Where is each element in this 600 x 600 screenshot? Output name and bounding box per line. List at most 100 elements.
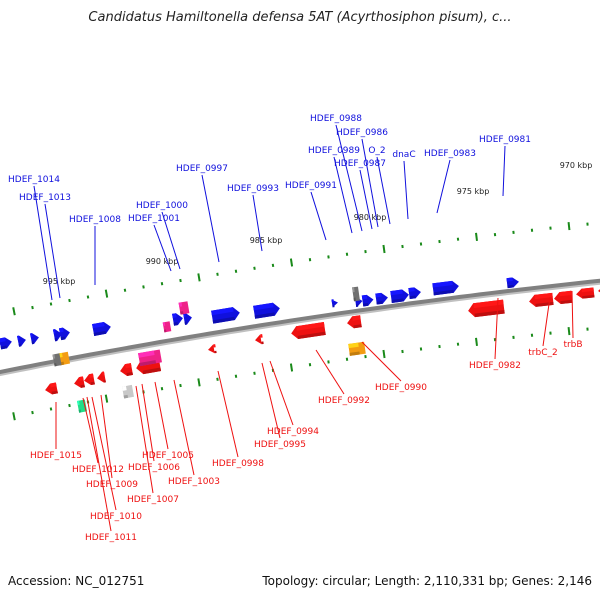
reverse-gene-glyph	[468, 299, 505, 318]
tick-mark-lower	[234, 374, 238, 378]
forward-gene-glyph	[92, 321, 111, 336]
reverse-gene-glyph	[208, 344, 217, 354]
reverse-leader-line	[86, 396, 112, 532]
forward-gene-glyph-shade	[254, 312, 275, 319]
reverse-gene-glyph	[576, 287, 595, 299]
kbp-label: 985 kbp	[250, 236, 283, 245]
feature-glyph-shade	[349, 351, 360, 356]
feature-glyph-highlight	[138, 350, 155, 358]
reverse-gene-glyph	[291, 322, 326, 340]
tick-mark-upper	[308, 258, 312, 262]
feature-glyph-shade	[123, 394, 129, 399]
tick-mark-upper	[104, 289, 109, 298]
tick-mark-upper	[68, 298, 71, 303]
tick-mark-lower	[49, 407, 53, 411]
reverse-gene-label: HDEF_1010	[90, 512, 142, 522]
feature-glyph	[352, 286, 360, 302]
reverse-leader-line	[82, 397, 99, 464]
forward-gene-glyph-shade	[184, 321, 188, 325]
forward-leader-line	[335, 124, 363, 232]
forward-gene-glyph-highlight	[432, 280, 453, 288]
tick-mark-lower	[475, 337, 478, 346]
tick-mark-upper	[123, 288, 127, 292]
forward-leader-line	[33, 185, 53, 301]
reverse-gene-label: HDEF_1005	[142, 451, 194, 461]
tick-mark-lower	[104, 394, 109, 403]
tick-mark-upper	[12, 307, 16, 316]
forward-gene-glyph-highlight	[92, 321, 105, 329]
forward-gene-glyph-highlight	[0, 337, 6, 343]
reverse-gene-glyph-highlight	[581, 287, 594, 293]
feature-glyph-shade	[163, 329, 167, 333]
forward-gene-label: HDEF_0997	[176, 164, 228, 174]
forward-leader-line	[436, 159, 451, 214]
tick-mark-lower	[12, 412, 16, 421]
tick-mark-upper	[549, 226, 552, 230]
feature-glyph	[138, 349, 162, 367]
forward-gene-glyph-shade	[0, 345, 8, 350]
feature-glyph-shade	[180, 311, 184, 315]
forward-gene-glyph-shade	[362, 303, 369, 307]
reverse-gene-glyph-highlight	[260, 334, 263, 338]
genome-title: Candidatus Hamiltonella defensa 5AT (Acy…	[88, 10, 512, 25]
forward-leader-line	[333, 156, 353, 234]
reverse-gene-glyph-body	[208, 344, 215, 354]
tick-mark-lower	[586, 327, 589, 331]
forward-gene-glyph	[17, 335, 26, 347]
forward-gene-glyph-highlight	[30, 333, 33, 338]
tick-mark-upper	[567, 222, 571, 231]
tick-mark-upper	[86, 295, 90, 299]
reverse-leader-line	[217, 370, 239, 458]
forward-leader-line	[359, 169, 373, 230]
feature-glyph-highlight	[162, 322, 166, 326]
reverse-leader-line	[173, 379, 195, 476]
reverse-leader-line	[154, 381, 169, 450]
reverse-gene-label: trbB	[563, 340, 582, 350]
reverse-gene-glyph-shade	[142, 367, 162, 375]
reverse-gene-glyph-highlight	[296, 322, 325, 331]
forward-gene-glyph-highlight	[408, 287, 415, 292]
reverse-leader-line	[100, 394, 113, 479]
reverse-gene-label: HDEF_1011	[85, 533, 137, 543]
reverse-gene-glyph	[84, 373, 95, 386]
forward-gene-glyph	[361, 294, 374, 307]
tick-mark-upper	[216, 272, 219, 276]
tick-mark-upper	[475, 232, 478, 241]
forward-gene-label: HDEF_1001	[128, 214, 180, 224]
forward-leader-line	[44, 203, 61, 299]
reverse-gene-glyph-highlight	[124, 363, 132, 369]
forward-gene-glyph	[375, 292, 388, 305]
reverse-gene-label: HDEF_1009	[86, 480, 138, 490]
backbone-line	[0, 278, 600, 375]
reverse-gene-glyph-shade	[103, 379, 106, 383]
feature-glyph	[162, 321, 172, 333]
reverse-gene-glyph	[74, 376, 85, 388]
tick-mark-upper	[586, 222, 589, 226]
reverse-leader-line	[494, 297, 499, 360]
forward-leader-line	[361, 138, 379, 228]
feature-glyph-shade	[54, 363, 57, 367]
feature-glyph-shade	[353, 297, 357, 302]
reverse-gene-glyph-shade	[297, 331, 326, 340]
reverse-gene-glyph-shade	[582, 294, 595, 299]
tick-mark-upper	[345, 252, 349, 256]
reverse-gene-label: HDEF_0995	[254, 440, 306, 450]
forward-gene-label: HDEF_0986	[336, 128, 388, 138]
reverse-gene-label: HDEF_0998	[212, 459, 264, 469]
forward-gene-glyph	[253, 302, 280, 319]
forward-gene-glyph-shade	[54, 337, 58, 342]
forward-leader-line	[201, 174, 220, 263]
reverse-gene-label: HDEF_1006	[128, 463, 180, 473]
reverse-gene-glyph-highlight	[78, 376, 84, 381]
reverse-gene-glyph-shade	[126, 371, 133, 376]
forward-gene-glyph-highlight	[331, 299, 334, 303]
forward-gene-glyph-highlight	[361, 294, 368, 300]
reverse-gene-glyph-body	[255, 334, 262, 345]
reverse-gene-label: trbC_2	[528, 348, 557, 358]
forward-leader-line	[310, 191, 327, 241]
forward-gene-glyph-highlight	[172, 313, 177, 319]
reverse-leader-line	[571, 290, 574, 339]
reverse-gene-glyph	[347, 315, 362, 329]
forward-gene-glyph-highlight	[253, 302, 274, 311]
